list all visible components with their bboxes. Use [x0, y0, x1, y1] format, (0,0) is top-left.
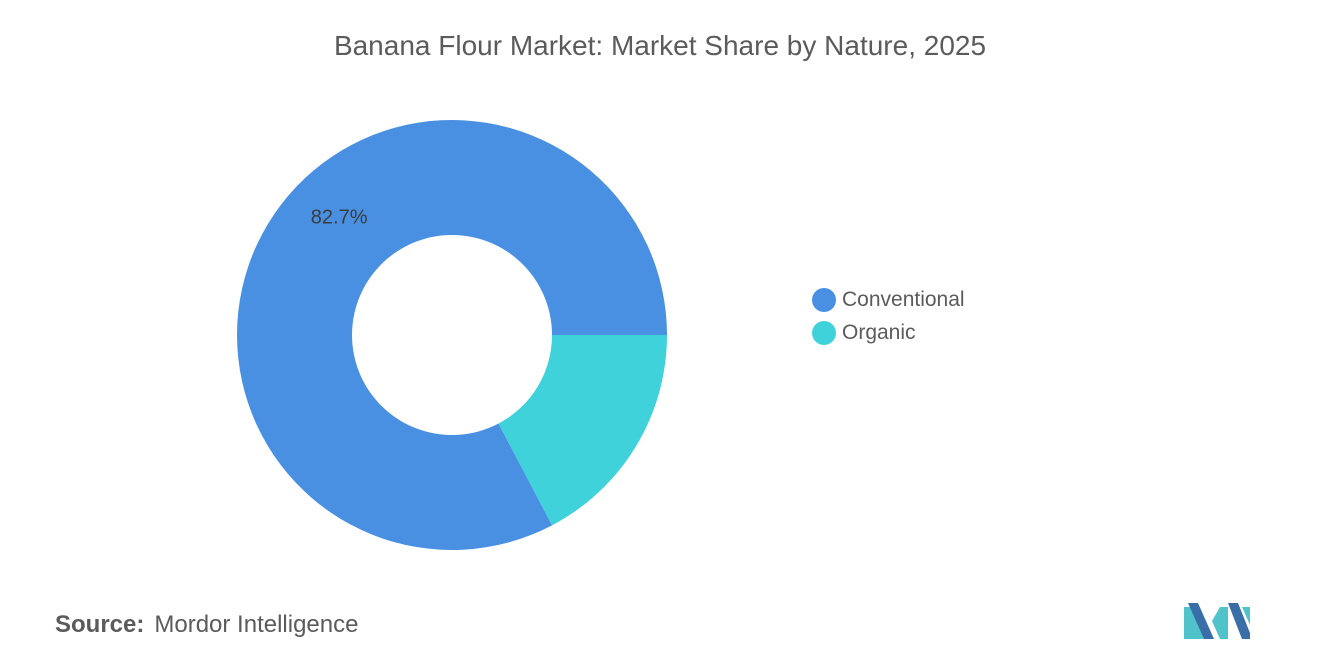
logo-right-stroke — [1242, 607, 1250, 625]
logo-left-stroke — [1184, 607, 1204, 639]
chart-title: Banana Flour Market: Market Share by Nat… — [333, 30, 987, 61]
source-label: Source: — [55, 611, 145, 638]
donut-slice-organic — [498, 335, 667, 526]
mordor-intelligence-logo-icon — [1184, 603, 1250, 639]
legend-swatch-conventional — [812, 287, 836, 312]
logo-middle-stroke — [1212, 607, 1228, 639]
source-note: Source: Mordor Intelligence — [55, 611, 358, 639]
source-value: Mordor Intelligence — [154, 611, 359, 638]
data-label-conventional: 82.7% — [311, 206, 368, 228]
legend-item-conventional: Conventional — [812, 283, 965, 316]
legend-label-conventional: Conventional — [842, 287, 965, 311]
logo-right-diagonal — [1228, 603, 1250, 639]
chart-legend: Conventional Organic — [812, 283, 965, 349]
legend-item-organic: Organic — [812, 316, 965, 349]
legend-label-organic: Organic — [842, 320, 916, 344]
legend-swatch-organic — [812, 320, 836, 345]
logo-left-diagonal — [1188, 603, 1214, 639]
donut-slice-conventional — [237, 120, 667, 551]
